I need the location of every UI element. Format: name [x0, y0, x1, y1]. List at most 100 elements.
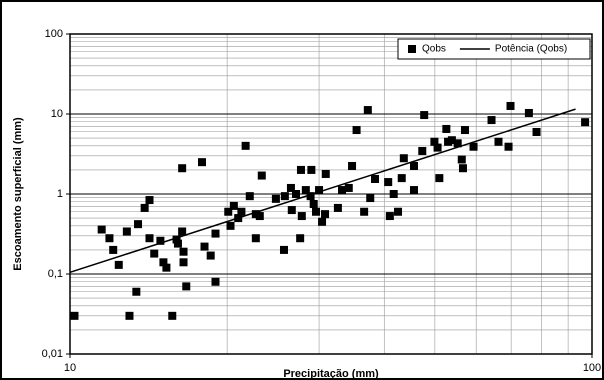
point — [360, 207, 369, 216]
point — [321, 169, 330, 178]
point — [125, 311, 134, 320]
point — [179, 258, 188, 267]
point — [145, 234, 154, 243]
point — [487, 116, 496, 125]
point — [224, 207, 233, 216]
point — [524, 108, 533, 117]
point — [200, 242, 209, 251]
point — [315, 186, 324, 195]
point — [251, 234, 260, 243]
point — [394, 207, 403, 216]
point — [132, 287, 141, 296]
point — [197, 158, 206, 167]
point — [312, 207, 321, 216]
point — [453, 139, 462, 148]
point — [371, 174, 380, 183]
point — [397, 174, 406, 183]
point — [458, 164, 467, 173]
point — [179, 247, 188, 256]
point — [292, 190, 301, 198]
point — [420, 111, 429, 120]
point — [384, 178, 393, 187]
point — [460, 126, 469, 135]
point — [226, 221, 235, 230]
point — [469, 142, 478, 151]
point — [506, 101, 515, 110]
legend-box — [397, 38, 591, 60]
point — [178, 164, 187, 173]
point — [140, 203, 149, 212]
point — [279, 245, 288, 254]
point — [447, 136, 456, 145]
point — [306, 192, 315, 201]
point — [409, 161, 418, 170]
point — [494, 137, 503, 146]
point — [399, 154, 408, 163]
x-tick-label: 10 — [64, 362, 76, 374]
point — [297, 212, 306, 221]
point — [385, 212, 394, 221]
point — [159, 258, 168, 267]
point — [173, 239, 182, 248]
point — [363, 106, 372, 115]
point — [211, 277, 220, 286]
point — [442, 124, 451, 133]
point — [211, 229, 220, 238]
point — [280, 192, 289, 201]
point — [287, 206, 296, 215]
point — [105, 234, 114, 243]
point — [145, 196, 154, 205]
point — [245, 192, 254, 201]
point — [271, 194, 280, 203]
point — [504, 142, 513, 151]
point — [318, 217, 327, 226]
point — [301, 186, 310, 195]
point — [581, 118, 590, 127]
point — [307, 165, 316, 174]
point — [348, 161, 357, 170]
y-tick-label: 10 — [51, 108, 63, 120]
y-tick-label: 0,01 — [42, 348, 63, 360]
point — [182, 282, 191, 291]
y-tick-label: 0,1 — [48, 268, 63, 280]
point — [150, 249, 159, 258]
point — [257, 171, 266, 180]
point — [97, 225, 106, 234]
point — [333, 203, 342, 212]
point — [168, 311, 177, 320]
point — [237, 207, 246, 216]
point — [114, 260, 123, 269]
x-axis-label: Precipitação (mm) — [283, 368, 379, 380]
point — [122, 227, 131, 236]
point — [366, 194, 375, 203]
legend-label: Qobs — [422, 44, 446, 55]
point — [286, 183, 295, 192]
y-tick-label: 100 — [45, 28, 63, 40]
point — [178, 227, 187, 236]
legend-label: Potência (Qobs) — [495, 44, 567, 55]
point — [389, 190, 398, 198]
point — [162, 263, 171, 272]
point — [296, 234, 305, 243]
point — [109, 245, 118, 254]
point — [338, 186, 347, 195]
point — [430, 137, 439, 146]
point — [457, 155, 466, 164]
trend-line — [69, 108, 576, 274]
y-tick-label: 1 — [57, 188, 63, 200]
point — [172, 235, 181, 244]
point — [241, 141, 250, 150]
point — [134, 220, 143, 229]
plot-border — [69, 33, 593, 355]
point — [296, 165, 305, 174]
point — [70, 311, 79, 320]
point — [532, 127, 541, 136]
point — [229, 201, 238, 210]
point — [433, 143, 442, 152]
point — [344, 183, 353, 192]
x-tick-label: 100 — [583, 362, 601, 374]
point — [309, 199, 318, 208]
point — [418, 146, 427, 155]
point — [352, 126, 361, 135]
